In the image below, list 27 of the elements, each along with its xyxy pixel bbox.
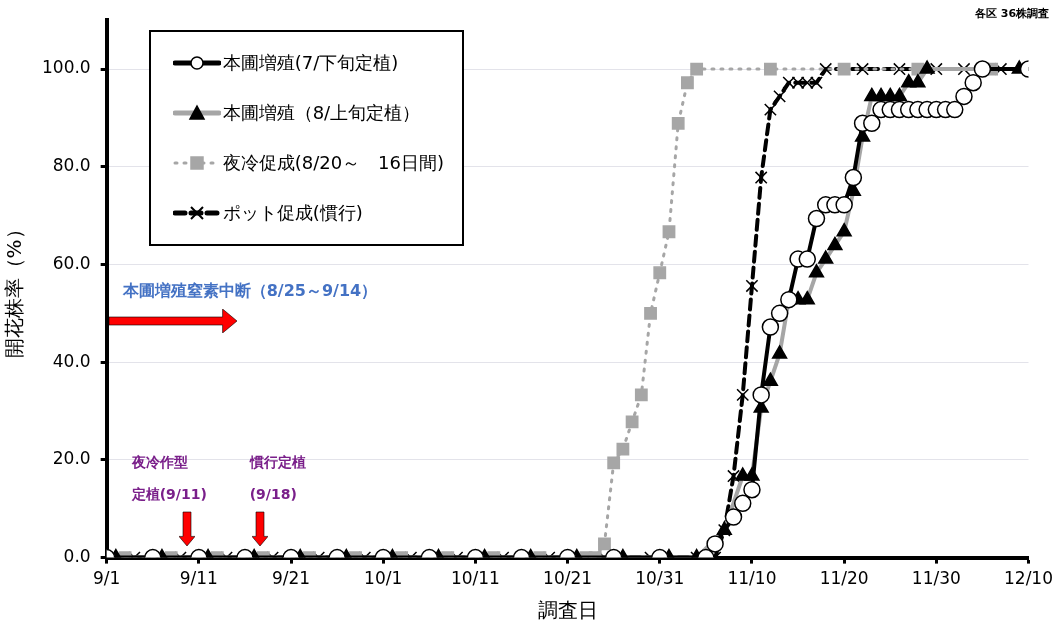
- legend-label: ポット促成(慣行): [222, 201, 363, 226]
- x-tick-label: 10/31: [635, 568, 685, 589]
- text: 各区 36株調査: [975, 6, 1050, 21]
- x-tick-label: 12/10: [1004, 568, 1053, 589]
- y-tick-label: 60.0: [52, 252, 91, 273]
- x-tick-label: 10/11: [450, 568, 500, 589]
- x-tick-label: 11/10: [727, 568, 777, 589]
- y-tick-label: 80.0: [52, 155, 91, 176]
- y-tick-label: 0.0: [63, 546, 91, 567]
- legend-label: 本圃増殖（8/上旬定植）: [222, 101, 421, 126]
- x-tick-label: 11/30: [911, 568, 961, 589]
- x-tick-label: 10/1: [364, 568, 403, 589]
- y-axis-title: 開花株率（%）: [2, 219, 27, 359]
- x-tick-label: 10/21: [543, 568, 593, 589]
- annotation: 夜冷作型定植(9/11): [131, 452, 207, 504]
- annotation: 慣行定植(9/18): [249, 452, 306, 504]
- x-tick-label: 9/1: [92, 568, 121, 589]
- legend-label: 本圃増殖(7/下旬定植): [222, 51, 399, 76]
- y-tick-label: 100.0: [42, 57, 91, 78]
- x-tick-label: 11/20: [819, 568, 869, 589]
- annotation: 本圃増殖窒素中断（8/25～9/14）: [122, 280, 378, 302]
- x-axis-title: 調査日: [537, 598, 598, 623]
- x-tick-label: 9/11: [179, 568, 218, 589]
- y-tick-label: 20.0: [52, 448, 91, 469]
- y-tick-label: 40.0: [52, 350, 91, 371]
- x-tick-label: 9/21: [271, 568, 311, 589]
- legend-label: 夜冷促成(8/20～ 16日間): [222, 151, 445, 176]
